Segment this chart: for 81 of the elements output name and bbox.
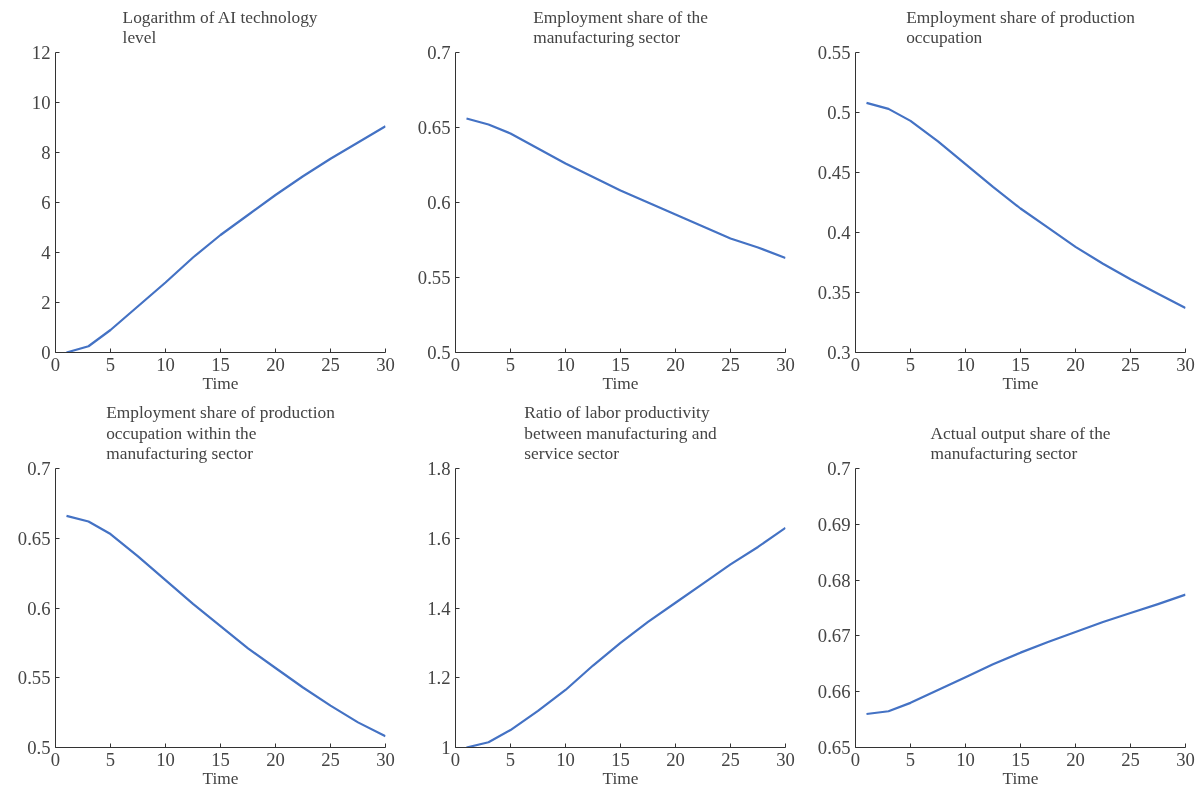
x-tick-label: 30 <box>1176 748 1195 770</box>
y-tick-label: 8 <box>41 142 51 163</box>
x-tick-label: 10 <box>156 353 175 375</box>
x-tick-label: 20 <box>666 353 685 375</box>
y-tick-label: 0.5 <box>27 737 51 758</box>
x-tick-label: 20 <box>1066 748 1085 770</box>
y-tick-label: 0.65 <box>817 737 851 758</box>
y-tick-label: 1.6 <box>427 527 451 549</box>
x-tick-label: 30 <box>376 353 395 375</box>
y-tick-label: 10 <box>31 92 51 113</box>
chart-title: Employment share of production occupation within the manufacturing sector <box>106 402 336 464</box>
x-tick-label: 5 <box>905 748 916 770</box>
x-tick-label: 30 <box>376 748 395 770</box>
y-tick-label: 1.8 <box>427 458 451 479</box>
chart-title: Actual output share of the manufacturing sector <box>930 423 1111 464</box>
y-tick-label: 12 <box>31 42 51 63</box>
x-tick-label: 20 <box>666 748 685 770</box>
x-tick-label: 15 <box>611 353 630 375</box>
chart-title: Logarithm of AI technology level <box>122 7 318 48</box>
x-tick-label: 5 <box>105 748 116 770</box>
x-axis-title: Time <box>602 768 639 788</box>
x-tick-label: 15 <box>611 748 630 770</box>
x-axis-title: Time <box>202 768 239 788</box>
x-tick-label: 20 <box>266 353 285 375</box>
x-tick-label: 25 <box>321 748 340 770</box>
x-tick-label: 30 <box>776 748 795 770</box>
chart-title: Employment share of the manufacturing sector <box>533 7 709 48</box>
x-tick-label: 15 <box>211 353 230 375</box>
y-tick-label: 1.4 <box>427 597 452 619</box>
y-tick-label: 0.6 <box>427 192 451 213</box>
y-tick-label: 4 <box>41 242 52 263</box>
y-tick-label: 0.5 <box>827 102 851 123</box>
y-tick-label: 0.55 <box>17 667 51 689</box>
y-tick-label: 0.69 <box>817 513 851 535</box>
y-tick-label: 0.3 <box>827 342 851 363</box>
x-tick-label: 20 <box>1066 353 1085 375</box>
x-tick-label: 5 <box>905 353 916 375</box>
x-axis-title: Time <box>202 373 239 393</box>
y-tick-label: 0.4 <box>827 222 852 243</box>
x-tick-label: 25 <box>321 353 340 375</box>
y-tick-label: 0.7 <box>427 42 451 63</box>
x-tick-label: 30 <box>1176 353 1195 375</box>
x-axis-title: Time <box>1002 373 1039 393</box>
y-tick-label: 0.5 <box>427 342 451 363</box>
y-tick-label: 0.55 <box>417 267 451 288</box>
y-tick-label: 0.55 <box>817 42 851 63</box>
y-tick-label: 0.35 <box>817 282 851 303</box>
x-tick-label: 5 <box>505 748 516 770</box>
x-tick-label: 25 <box>1121 353 1140 375</box>
chart-title: Employment share of production occupation <box>906 7 1136 48</box>
x-tick-label: 25 <box>721 748 740 770</box>
x-tick-label: 10 <box>556 353 575 375</box>
y-tick-label: 0.7 <box>27 458 51 479</box>
x-tick-label: 15 <box>1011 748 1030 770</box>
x-tick-label: 25 <box>1121 748 1140 770</box>
x-tick-label: 10 <box>156 748 175 770</box>
y-tick-label: 6 <box>41 192 51 213</box>
y-tick-label: 0.45 <box>817 162 851 183</box>
x-tick-label: 5 <box>505 353 516 375</box>
y-tick-label: 0.68 <box>817 569 851 591</box>
x-tick-label: 15 <box>1011 353 1030 375</box>
x-axis-title: Time <box>1002 768 1039 788</box>
x-tick-label: 15 <box>211 748 230 770</box>
y-tick-label: 0.67 <box>817 625 851 647</box>
x-tick-label: 30 <box>776 353 795 375</box>
y-tick-label: 1 <box>441 737 451 758</box>
y-tick-label: 1.2 <box>427 667 451 689</box>
chart-title: Ratio of labor productivity between manufacturing and service sector <box>524 402 718 464</box>
y-tick-label: 0.66 <box>817 681 851 703</box>
y-tick-label: 0.7 <box>827 458 851 479</box>
y-tick-label: 0.6 <box>27 597 51 619</box>
x-tick-label: 10 <box>556 748 575 770</box>
x-tick-label: 5 <box>105 353 116 375</box>
y-tick-label: 0.65 <box>17 527 51 549</box>
x-tick-label: 10 <box>956 353 975 375</box>
x-tick-label: 10 <box>956 748 975 770</box>
y-tick-label: 0.65 <box>417 117 451 138</box>
x-tick-label: 25 <box>721 353 740 375</box>
x-tick-label: 20 <box>266 748 285 770</box>
x-axis-title: Time <box>602 373 639 393</box>
y-tick-label: 2 <box>41 292 51 313</box>
